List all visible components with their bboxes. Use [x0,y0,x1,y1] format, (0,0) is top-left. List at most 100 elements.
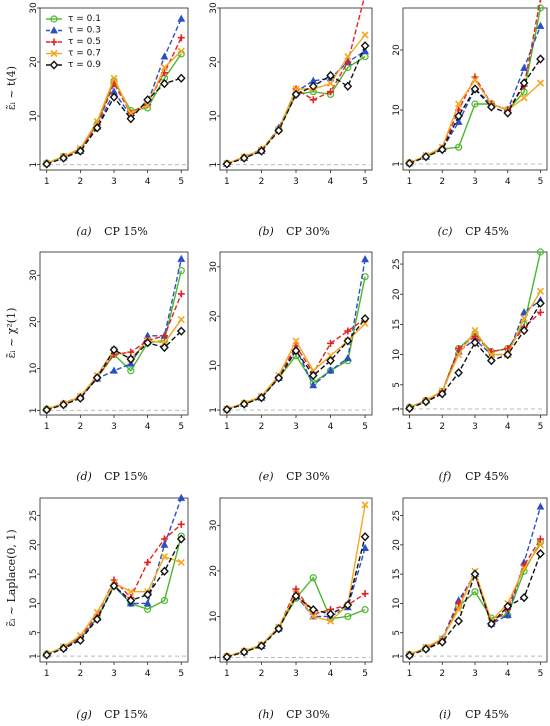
y-tick-label: 20 [392,44,402,56]
data-point [454,616,463,626]
y-tick-label: 20 [29,316,39,328]
legend-entry: τ = 0.7 [68,49,101,59]
data-point [76,393,85,403]
data-point [536,4,545,12]
series-line [409,299,541,409]
data-point [437,144,447,155]
data-point [42,159,52,169]
y-tick-label: 10 [29,362,39,374]
y-tick-label: 10 [209,360,219,372]
data-point [503,601,513,611]
series-1 [42,254,186,413]
x-tick-label: 3 [111,177,117,187]
caption-letter: (a) [76,225,91,238]
y-tick-label: 10 [29,597,39,609]
data-point [110,366,118,374]
data-point [360,314,370,324]
data-point [343,353,352,362]
caption-letter: (c) [438,225,453,238]
y-tick-label: 1 [29,162,39,168]
data-point [437,637,447,647]
series-1 [405,296,545,411]
panel-e: 1 10 20 30 1 2 3 4 5 (e) CP 30% [209,251,373,483]
data-point [309,96,317,104]
series-line [226,45,366,165]
series-3 [223,501,369,661]
y-tick-label: 25 [29,510,39,521]
data-point [177,290,185,298]
data-point [361,255,369,263]
x-tick-label: 4 [145,177,151,187]
data-point [455,345,463,353]
x-tick-label: 5 [538,422,544,432]
x-tick-label: 5 [178,669,184,679]
data-point [309,574,317,582]
legend-marker [49,60,59,70]
x-tick-label: 2 [77,669,83,679]
series-line [226,504,366,658]
data-point [536,287,545,295]
data-point [292,85,300,93]
data-point [520,314,528,322]
x-tick-label: 4 [505,422,511,432]
x-tick-label: 4 [505,177,511,187]
legend-marker [50,15,58,23]
data-point [487,351,495,359]
data-point [143,590,152,600]
y-tick-label: 1 [392,653,402,659]
series-line [226,259,366,411]
series-1 [42,493,186,658]
panel-h: 1 10 20 30 1 2 3 4 5 (h) CP 30% [209,497,373,721]
caption-text: CP 30% [286,708,330,721]
y-tick-label: 1 [209,655,219,661]
caption-text: CP 15% [104,225,148,238]
caption-letter: (h) [258,708,274,721]
data-point [76,635,85,645]
data-point [405,403,414,413]
y-tick-label: 10 [392,597,402,609]
series-line [226,323,366,410]
legend-entry: τ = 0.5 [68,37,101,47]
x-tick-label: 1 [224,669,230,679]
panel-b: 1 10 20 30 1 2 3 4 5 (b) CP 30% [209,0,373,238]
data-point [222,652,232,662]
data-point [454,368,463,378]
y-tick-label: 1 [29,653,39,659]
series-line [46,53,182,164]
y-tick-label: 1 [209,407,219,413]
plot-frame [219,251,373,416]
data-point [327,339,335,347]
series-3 [223,31,369,168]
data-point [455,351,463,359]
y-tick-label: 30 [209,2,219,14]
data-point [92,373,102,383]
x-tick-label: 5 [362,177,368,187]
x-tick-label: 4 [505,669,511,679]
series-line [226,56,366,165]
x-tick-label: 1 [44,669,50,679]
legend-entry: τ = 0.9 [68,60,101,70]
data-point [421,152,431,162]
data-point [421,644,431,654]
y-tick-label: 20 [392,539,402,551]
x-tick-label: 4 [145,422,151,432]
data-point [471,588,479,596]
data-point [160,540,169,548]
data-point [487,356,496,366]
data-point [536,502,545,510]
data-point [291,346,301,356]
y-tick-label: 5 [392,630,402,636]
caption-text: CP 45% [465,225,509,238]
data-point [437,389,447,399]
data-point [361,606,369,614]
data-point [539,0,542,3]
data-point [239,647,249,657]
series-3 [43,315,185,413]
data-point [455,100,463,108]
series-4 [405,54,545,169]
plot-frame [402,497,548,663]
x-tick-label: 2 [259,669,265,679]
x-tick-label: 5 [538,669,544,679]
data-point [160,332,168,340]
x-tick-label: 3 [111,422,117,432]
